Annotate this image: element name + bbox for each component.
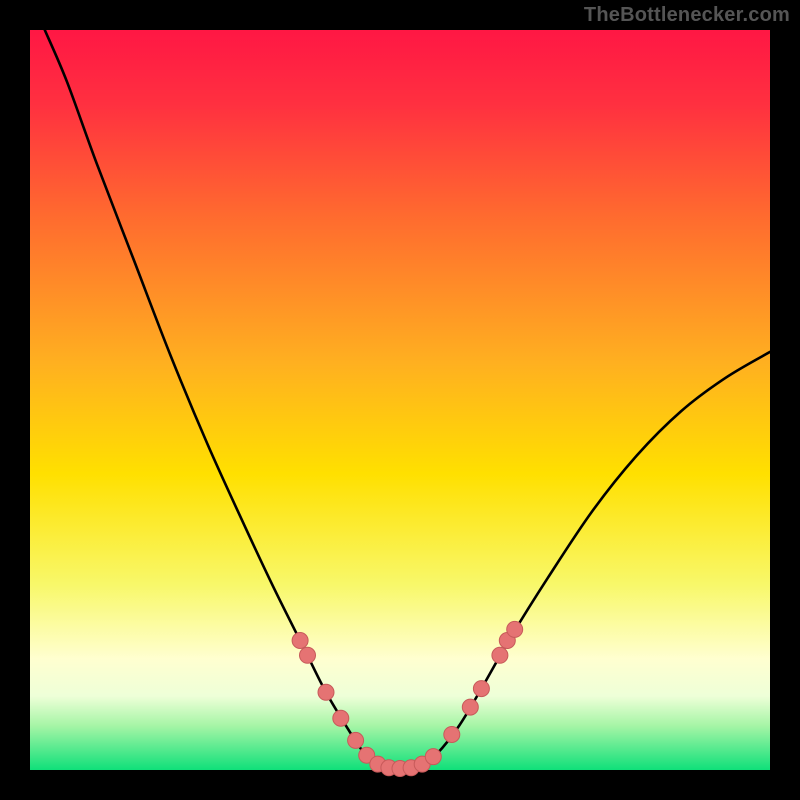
curve-marker xyxy=(473,681,489,697)
curve-marker xyxy=(507,621,523,637)
curve-marker xyxy=(425,749,441,765)
curve-marker xyxy=(292,633,308,649)
curve-marker xyxy=(444,726,460,742)
curve-marker xyxy=(462,699,478,715)
chart-svg xyxy=(0,0,800,800)
curve-marker xyxy=(492,647,508,663)
chart-stage: TheBottlenecker.com xyxy=(0,0,800,800)
curve-marker xyxy=(348,732,364,748)
plot-area xyxy=(30,30,770,770)
curve-marker xyxy=(318,684,334,700)
curve-marker xyxy=(333,710,349,726)
curve-marker xyxy=(300,647,316,663)
attribution-label: TheBottlenecker.com xyxy=(584,4,790,27)
